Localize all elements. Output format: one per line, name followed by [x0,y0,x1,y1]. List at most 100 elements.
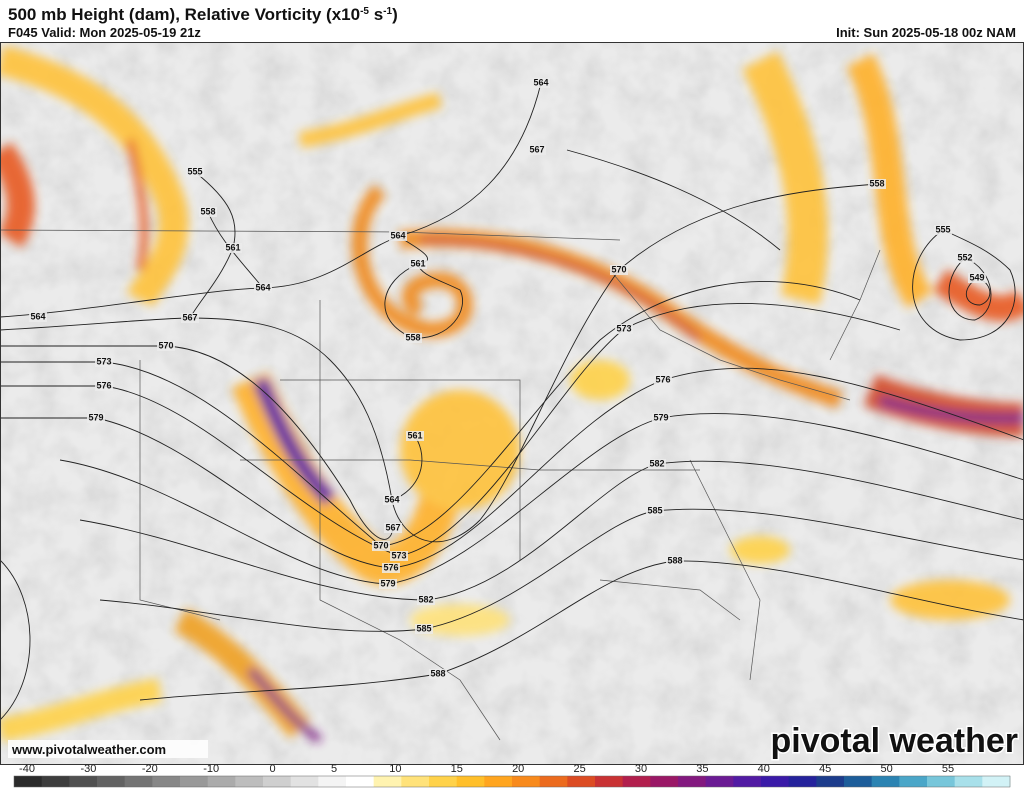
contour-label-backdrop [389,231,407,241]
colorbar-swatch [429,776,458,787]
colorbar-tick-label: -40 [19,763,35,775]
colorbar-tick-label: -30 [80,763,96,775]
title-exponent: -5 [360,6,369,17]
colorbar-swatch [180,776,209,787]
colorbar-tick-label: -10 [203,763,219,775]
contour-label: 573 [616,323,631,333]
contour-label: 555 [935,224,950,234]
colorbar-swatch [97,776,126,787]
contour-label-backdrop [95,357,113,367]
vorticity-field [0,45,1024,744]
contour-label-backdrop [372,541,390,551]
contour-label-backdrop [87,413,105,423]
contour-label-backdrop [415,624,433,634]
contour-label: 564 [533,77,548,87]
colorbar-tick-label: 15 [451,763,463,775]
map-area: 5555585615645675705735765795645645675645… [0,42,1024,765]
colorbar-tick-label: 10 [389,763,401,775]
contour-label-backdrop [654,375,672,385]
colorbar-swatch [346,776,375,787]
colorbar-swatch [595,776,624,787]
contour-label-backdrop [384,523,402,533]
contour-label: 549 [969,272,984,282]
colorbar-tick-label: 40 [758,763,770,775]
colorbar-swatch [290,776,319,787]
contour-label-backdrop [181,313,199,323]
colorbar-swatch [871,776,900,787]
colorbar-swatch [982,776,1011,787]
colorbar-tick-label: 20 [512,763,524,775]
colorbar-swatch [761,776,790,787]
contour-label-backdrop [383,495,401,505]
colorbar-tick-label: 50 [880,763,892,775]
borders [0,229,881,741]
colorbar: -40 -30 -20 -10 0 5 10 15 20 25 30 35 40 45 50 55 [13,763,1011,788]
colorbar-swatch [512,776,541,787]
colorbar-swatch [954,776,983,787]
title-end: ) [392,5,398,24]
colorbar-swatch [207,776,236,787]
colorbar-swatch [456,776,485,787]
contour-label-backdrop [406,431,424,441]
contour-label-backdrop [224,243,242,253]
colorbar-swatch [41,776,70,787]
contour-label: 579 [380,578,395,588]
contour-label-backdrop [610,265,628,275]
title: 500 mb Height (dam), Relative Vorticity … [8,5,398,24]
colorbar-swatch [69,776,98,787]
colorbar-tick-label: 0 [270,763,276,775]
contour-label-backdrop [409,259,427,269]
colorbar-swatch [567,776,596,787]
contour-label: 558 [869,178,884,188]
contour-label-backdrop [379,579,397,589]
contour-label: 561 [225,242,240,252]
colorbar-tick-label: 45 [819,763,831,775]
contour-label-backdrop [532,78,550,88]
colorbar-tick-label: 55 [942,763,954,775]
contour-label-backdrop [934,225,952,235]
title-exponent: -1 [383,6,392,17]
website: www.pivotalweather.com [11,742,166,757]
contour-label: 564 [255,282,270,292]
contour-label: 582 [649,458,664,468]
contour-label-backdrop [29,312,47,322]
colorbar-swatch [318,776,347,787]
colorbar-swatch [152,776,181,787]
contour-label-backdrop [528,145,546,155]
contour-labels: 5555585615645675705735765795645645675645… [29,77,986,679]
logo: pivotal weather [770,722,1018,760]
contour-label: 570 [373,540,388,550]
map-texture [0,42,1024,765]
website-backdrop [8,740,208,758]
contour-label: 561 [407,430,422,440]
contour-label: 555 [187,166,202,176]
contour-label: 561 [410,258,425,268]
contour-label-backdrop [956,253,974,263]
colorbar-tick-label: 30 [635,763,647,775]
contour-label: 564 [30,311,45,321]
colorbar-swatch [14,776,43,787]
contour-label: 588 [430,668,445,678]
contour-label: 579 [653,412,668,422]
contour-label-backdrop [666,556,684,566]
contour-label: 567 [385,522,400,532]
contour-label: 552 [957,252,972,262]
contour-label-backdrop [186,167,204,177]
title-unit: s [369,5,383,24]
contour-label-backdrop [648,459,666,469]
colorbar-swatch [927,776,956,787]
colorbar-swatch [401,776,430,787]
contour-label-backdrop [199,207,217,217]
colorbar-swatch [373,776,402,787]
contour-label-backdrop [390,551,408,561]
contour-label: 564 [384,494,399,504]
colorbar-swatch [678,776,707,787]
height-contours [0,82,1024,721]
colorbar-frame [13,775,1011,788]
contour-label: 558 [200,206,215,216]
colorbar-swatch [622,776,651,787]
colorbar-swatch [539,776,568,787]
colorbar-swatch [484,776,513,787]
